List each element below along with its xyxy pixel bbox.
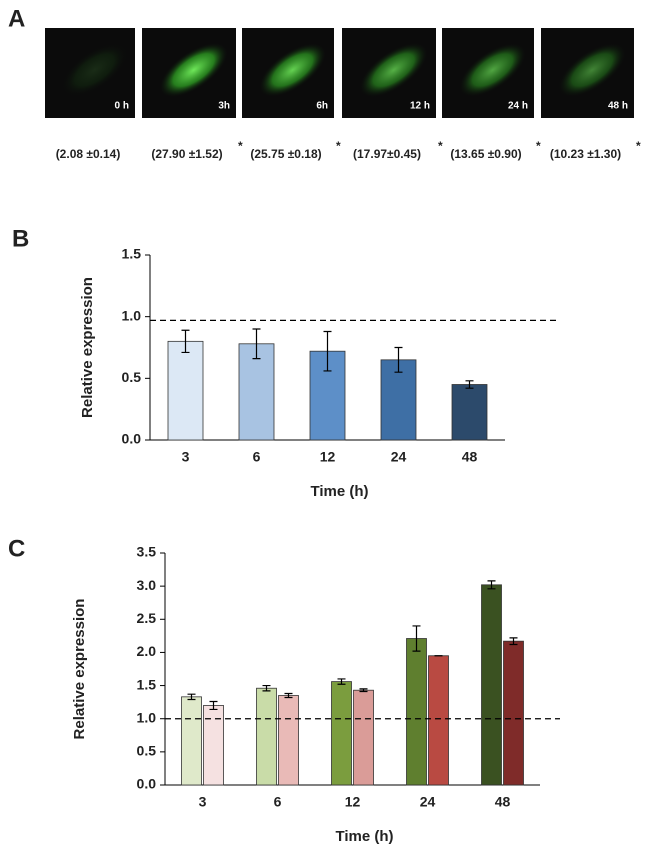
bar: [353, 689, 374, 786]
bar: [428, 655, 449, 786]
x-tick-label: 48: [495, 794, 511, 810]
x-tick-label: 24: [420, 794, 436, 810]
x-tick-label: 6: [253, 449, 261, 465]
y-tick-label: 2.5: [137, 610, 157, 626]
bar: [278, 695, 299, 786]
root-glow: [159, 42, 228, 98]
y-tick-label: 0.0: [122, 431, 142, 447]
image-label: 12 h: [410, 101, 430, 112]
root-glow: [359, 42, 428, 98]
y-tick-label: 1.0: [137, 709, 157, 725]
error-bar: [323, 330, 332, 372]
bar: [380, 359, 417, 441]
error-bar: [509, 637, 518, 646]
root-glow: [558, 43, 626, 97]
x-tick-label: 3: [182, 449, 190, 465]
y-tick-label: 3.5: [137, 544, 157, 560]
bar: [451, 384, 488, 441]
significance: *: [438, 139, 443, 153]
error-bar: [487, 580, 496, 590]
bar: [256, 687, 277, 786]
error-bar: [359, 688, 368, 693]
image-value: (13.65 ±0.90): [450, 147, 521, 161]
significance: *: [636, 139, 641, 153]
y-axis-label: Relative expression: [79, 277, 96, 418]
x-axis-label: Time (h): [310, 483, 368, 500]
bar: [203, 705, 224, 786]
y-tick-label: 1.0: [122, 307, 142, 323]
x-tick-label: 48: [462, 449, 478, 465]
error-bar: [394, 346, 403, 373]
error-bar: [337, 678, 346, 685]
bar: [238, 343, 275, 441]
panel-label: B: [12, 225, 29, 252]
image-value: (17.97±0.45): [353, 147, 421, 161]
x-axis-label: Time (h): [335, 828, 393, 845]
bar: [167, 340, 204, 441]
error-bar: [412, 625, 421, 652]
error-bar: [284, 692, 293, 699]
error-bar: [262, 684, 271, 692]
x-tick-label: 6: [274, 794, 282, 810]
y-tick-label: 0.0: [137, 776, 157, 792]
root-glow: [61, 43, 128, 97]
x-tick-label: 3: [199, 794, 207, 810]
image-value: (27.90 ±1.52): [151, 147, 222, 161]
image-label: 24 h: [508, 101, 528, 112]
significance: *: [336, 139, 341, 153]
root-glow: [259, 43, 326, 97]
significance: *: [238, 139, 243, 153]
bar: [406, 638, 427, 786]
error-bar: [181, 329, 190, 354]
y-tick-label: 1.5: [137, 676, 157, 692]
x-tick-label: 12: [345, 794, 361, 810]
bar: [181, 696, 202, 786]
y-tick-label: 1.5: [122, 246, 142, 262]
error-bar: [187, 693, 196, 701]
error-bar: [209, 700, 218, 711]
x-tick-label: 12: [320, 449, 336, 465]
x-tick-label: 24: [391, 449, 407, 465]
panel-label: C: [8, 535, 25, 562]
image-label: 48 h: [608, 101, 628, 112]
y-tick-label: 2.0: [137, 643, 157, 659]
y-tick-label: 3.0: [137, 577, 157, 593]
bar: [481, 584, 502, 786]
significance: *: [536, 139, 541, 153]
image-label: 0 h: [115, 101, 129, 112]
bar: [503, 640, 524, 786]
y-tick-label: 0.5: [122, 369, 142, 385]
root-glow: [459, 43, 526, 97]
image-label: 3h: [218, 101, 230, 112]
image-value: (2.08 ±0.14): [56, 147, 121, 161]
image-value: (25.75 ±0.18): [250, 147, 321, 161]
error-bar: [465, 380, 474, 389]
image-label: 6h: [316, 101, 328, 112]
y-tick-label: 0.5: [137, 743, 157, 759]
error-bar: [252, 328, 261, 360]
bar: [331, 681, 352, 786]
image-value: (10.23 ±1.30): [550, 147, 621, 161]
y-axis-label: Relative expression: [71, 599, 88, 740]
panel-label: A: [8, 5, 25, 32]
